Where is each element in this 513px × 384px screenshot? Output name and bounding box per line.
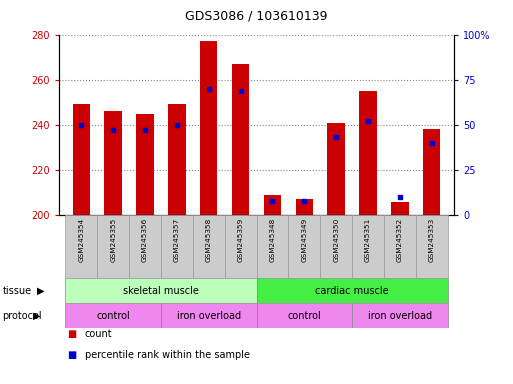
Bar [320,215,352,278]
Text: GSM245358: GSM245358 [206,218,212,262]
Text: GSM245351: GSM245351 [365,218,371,262]
Bar [256,278,448,303]
Text: iron overload: iron overload [368,311,432,321]
Text: cardiac muscle: cardiac muscle [315,286,389,296]
Bar [104,111,122,215]
Text: GSM245352: GSM245352 [397,218,403,262]
Text: GSM245353: GSM245353 [429,218,435,262]
Text: GDS3086 / 103610139: GDS3086 / 103610139 [185,10,328,23]
Point [141,127,149,133]
Point [332,134,340,141]
Text: ▶: ▶ [37,286,45,296]
Bar [384,215,416,278]
Bar [295,199,313,215]
Bar [232,64,249,215]
Point [300,197,308,204]
Bar [352,215,384,278]
Text: ■: ■ [67,350,76,360]
Text: GSM245348: GSM245348 [269,218,275,262]
Text: GSM245359: GSM245359 [238,218,244,262]
Text: control: control [287,311,321,321]
Bar [327,122,345,215]
Point [268,197,277,204]
Point [173,122,181,128]
Text: GSM245350: GSM245350 [333,218,339,262]
Text: percentile rank within the sample: percentile rank within the sample [85,350,250,360]
Bar [65,215,97,278]
Bar [65,278,256,303]
Text: GSM245349: GSM245349 [301,218,307,262]
Text: skeletal muscle: skeletal muscle [123,286,199,296]
Bar [65,303,161,328]
Text: count: count [85,329,112,339]
Bar [136,114,154,215]
Text: ■: ■ [67,329,76,339]
Bar [193,215,225,278]
Text: GSM245356: GSM245356 [142,218,148,262]
Point [428,140,436,146]
Bar [161,215,193,278]
Point [109,127,117,133]
Bar [352,303,448,328]
Point [77,122,85,128]
Text: protocol: protocol [3,311,42,321]
Text: ▶: ▶ [33,311,41,321]
Bar [161,303,256,328]
Bar [288,215,320,278]
Text: control: control [96,311,130,321]
Point [236,88,245,94]
Bar [264,195,281,215]
Point [205,86,213,92]
Text: tissue: tissue [3,286,32,296]
Bar [416,215,448,278]
Bar [129,215,161,278]
Bar [359,91,377,215]
Bar [72,104,90,215]
Text: GSM245355: GSM245355 [110,218,116,262]
Bar [423,129,441,215]
Bar [97,215,129,278]
Point [364,118,372,124]
Bar [225,215,256,278]
Bar [391,202,409,215]
Bar [256,215,288,278]
Point [396,194,404,200]
Text: iron overload: iron overload [176,311,241,321]
Text: GSM245357: GSM245357 [174,218,180,262]
Bar [168,104,186,215]
Text: GSM245354: GSM245354 [78,218,84,262]
Bar [200,41,218,215]
Bar [256,303,352,328]
